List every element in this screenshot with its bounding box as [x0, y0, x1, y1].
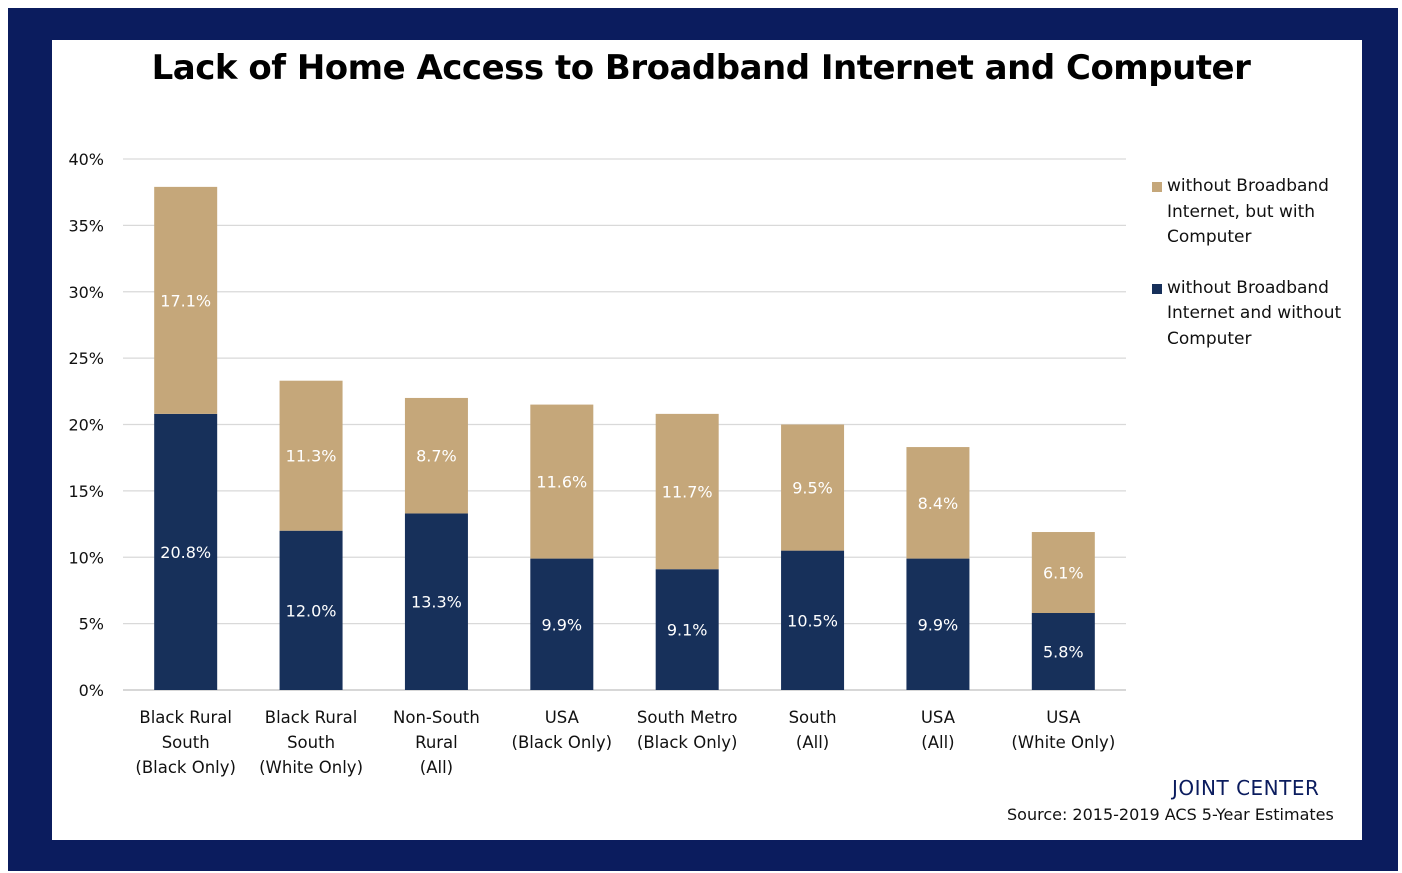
- bar-segment-without-computer: [404, 513, 468, 690]
- y-tick-label: 0%: [79, 681, 104, 700]
- source-note: Source: 2015-2019 ACS 5-Year Estimates: [1007, 805, 1334, 824]
- x-category-label: South: [162, 733, 210, 752]
- y-tick-label: 30%: [68, 283, 104, 302]
- data-label-with-computer: 8.4%: [918, 494, 959, 513]
- y-tick-label: 25%: [68, 349, 104, 368]
- bar-segment-with-computer: [1031, 532, 1095, 614]
- legend-label-with-computer-line-3: Computer: [1167, 227, 1252, 247]
- legend-item-without-computer: without Broadband Internet and without C…: [1152, 276, 1362, 353]
- x-category-label: Rural: [415, 733, 458, 752]
- x-category-label: South Metro: [637, 708, 738, 727]
- data-label-without-computer: 13.3%: [411, 593, 462, 612]
- data-label-with-computer: 17.1%: [160, 291, 211, 310]
- data-label-without-computer: 9.1%: [667, 621, 708, 640]
- data-label-with-computer: 9.5%: [792, 479, 833, 498]
- legend-item-with-computer: without Broadband Internet, but with Com…: [1152, 174, 1362, 251]
- x-category-label: (White Only): [1011, 733, 1115, 752]
- x-category-label: USA: [921, 708, 956, 727]
- x-category-label: USA: [545, 708, 580, 727]
- legend-label-with-computer-line-2: Internet, but with: [1167, 201, 1316, 222]
- bar-segment-without-computer: [279, 530, 343, 690]
- legend-label-without-computer-line-1: without Broadband: [1167, 277, 1329, 298]
- x-category-label: USA: [1046, 708, 1081, 727]
- x-category-label: Black Rural: [265, 708, 358, 727]
- x-category-label: South: [287, 733, 335, 752]
- bar-segment-with-computer: [906, 447, 970, 559]
- x-category-label: Black Rural: [139, 708, 232, 727]
- y-tick-label: 5%: [79, 615, 104, 634]
- legend-label-with-computer-line-1: without Broadband: [1167, 176, 1329, 196]
- bar-segment-with-computer: [404, 397, 468, 514]
- data-label-without-computer: 5.8%: [1043, 643, 1084, 662]
- y-tick-label: 40%: [68, 150, 104, 169]
- bar-segment-without-computer: [1031, 613, 1095, 690]
- legend: without Broadband Internet, but with Com…: [1152, 174, 1362, 377]
- x-category-label: (All): [796, 733, 829, 752]
- data-label-without-computer: 12.0%: [286, 601, 337, 620]
- x-category-label: (Black Only): [637, 733, 738, 752]
- bar-segment-without-computer: [154, 413, 218, 690]
- chart-title: Lack of Home Access to Broadband Interne…: [151, 48, 1251, 88]
- data-label-with-computer: 11.7%: [662, 483, 713, 502]
- x-category-label: (Black Only): [512, 733, 613, 752]
- bar-segment-with-computer: [781, 424, 845, 551]
- bar-segment-without-computer: [906, 558, 970, 690]
- x-category-label: (All): [420, 758, 453, 777]
- x-category-label: South: [789, 708, 837, 727]
- x-category-label: (Black Only): [135, 758, 236, 777]
- bar-segment-without-computer: [781, 550, 845, 690]
- data-label-without-computer: 10.5%: [787, 611, 838, 630]
- x-category-label: Non-South: [393, 708, 480, 727]
- data-label-without-computer: 9.9%: [541, 615, 582, 634]
- bar-segment-without-computer: [655, 569, 719, 690]
- y-tick-label: 35%: [68, 216, 104, 235]
- legend-label-without-computer-line-3: Computer: [1167, 328, 1252, 349]
- legend-swatch-with-computer: [1152, 182, 1162, 192]
- data-label-with-computer: 11.6%: [536, 473, 587, 492]
- legend-label-without-computer-line-2: Internet and without: [1167, 303, 1342, 323]
- y-tick-label: 15%: [68, 482, 104, 501]
- data-label-without-computer: 9.9%: [918, 615, 959, 634]
- data-label-with-computer: 6.1%: [1043, 564, 1084, 583]
- x-category-label: (White Only): [259, 758, 363, 777]
- y-tick-label: 20%: [68, 416, 104, 435]
- data-label-without-computer: 20.8%: [160, 543, 211, 562]
- legend-swatch-without-computer: [1152, 283, 1162, 294]
- bar-segment-without-computer: [530, 558, 594, 690]
- bar-segment-with-computer: [530, 404, 594, 559]
- bar-segment-with-computer: [655, 413, 719, 570]
- x-category-label: (All): [921, 733, 954, 752]
- bar-segment-with-computer: [154, 186, 218, 414]
- bar-segment-with-computer: [279, 380, 343, 531]
- data-label-with-computer: 8.7%: [416, 447, 457, 466]
- y-tick-label: 10%: [68, 548, 104, 567]
- data-label-with-computer: 11.3%: [286, 447, 337, 466]
- brand-logo-text: JOINT CENTER: [1172, 776, 1320, 800]
